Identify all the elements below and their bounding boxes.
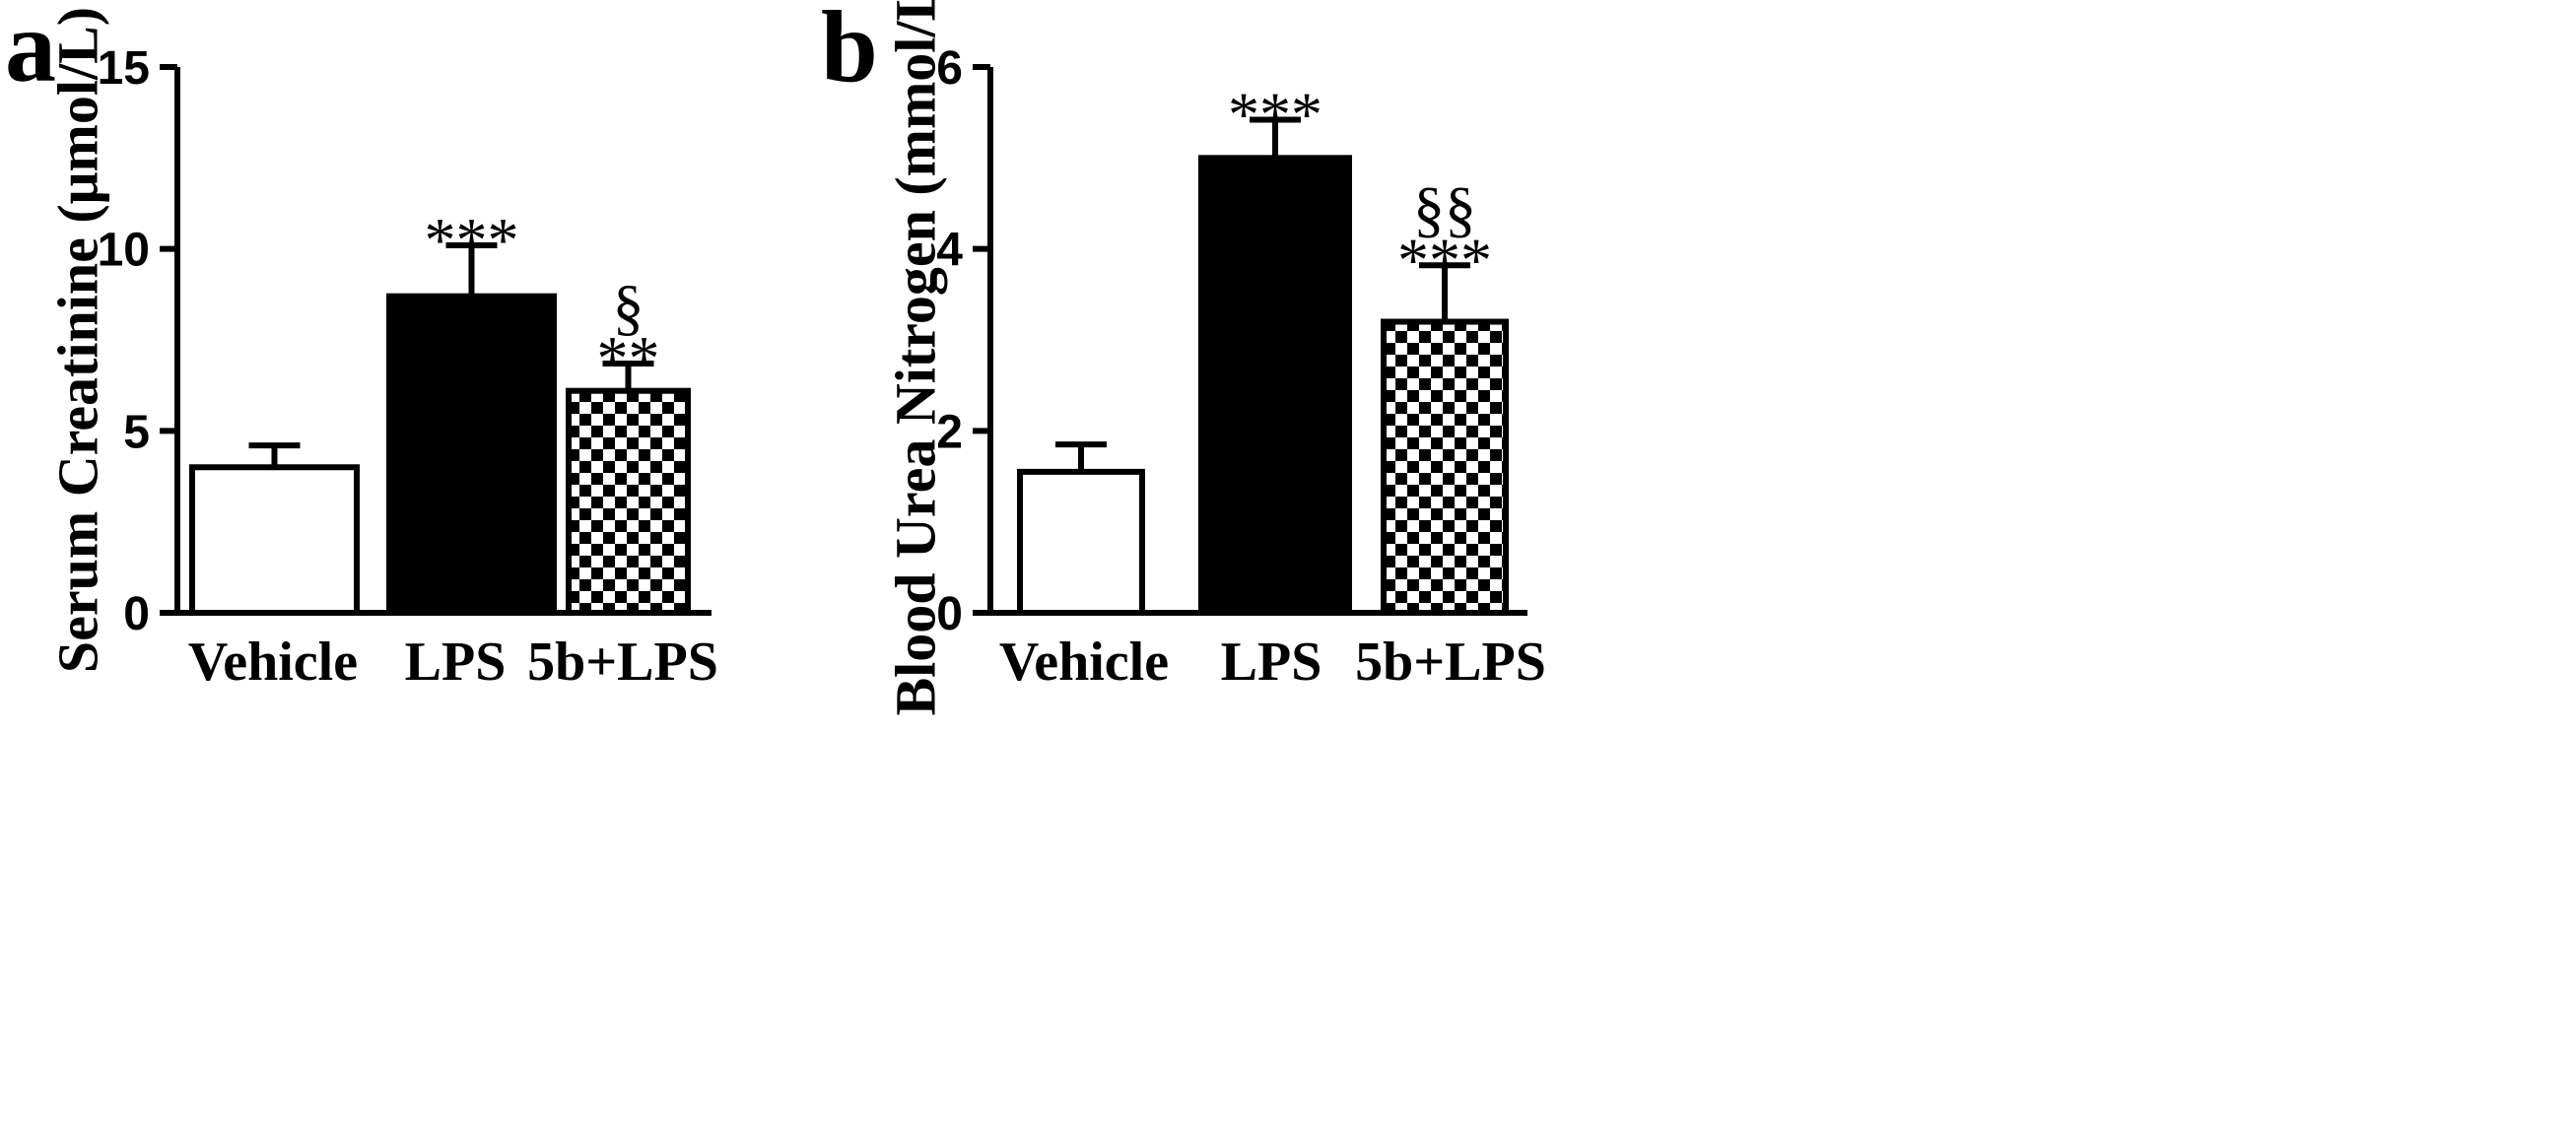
bar: [1198, 155, 1352, 616]
y-tick-label: 15: [98, 42, 150, 95]
x-tick-label: Vehicle: [999, 632, 1169, 693]
significance-marker: ***: [1397, 225, 1492, 295]
y-tick-label: 5: [123, 406, 150, 458]
significance-marker: §: [613, 272, 644, 342]
panel-letter: b: [821, 0, 878, 103]
y-axis-label: Blood Urea Nitrogen (mmol/L): [883, 0, 947, 716]
x-tick-label: LPS: [405, 632, 507, 693]
y-tick-label: 0: [936, 588, 963, 640]
y-tick-label: 0: [123, 588, 150, 640]
bar: [1017, 468, 1145, 616]
x-tick-label: 5b+LPS: [1355, 632, 1546, 693]
x-tick-label: Vehicle: [188, 632, 358, 693]
y-tick-label: 10: [98, 225, 150, 277]
y-tick-label: 6: [936, 42, 963, 95]
y-tick-label: 2: [936, 406, 963, 458]
panel-letter: a: [5, 0, 56, 103]
x-tick-label: LPS: [1221, 632, 1322, 693]
bar: [386, 293, 557, 616]
bar: [189, 464, 360, 616]
significance-marker: §§: [1413, 173, 1476, 243]
significance-marker: ***: [425, 205, 519, 275]
panel-b: b Blood Urea Nitrogen (mmol/L) ******§§024…: [821, 0, 1546, 716]
y-tick-label: 4: [936, 225, 963, 277]
significance-marker: ***: [1228, 80, 1322, 150]
bar: [566, 387, 691, 616]
significance-marker: **: [597, 323, 660, 393]
x-tick-label: 5b+LPS: [527, 632, 718, 693]
bar: [1381, 318, 1509, 616]
y-axis-label: Serum Creatinine (μmol/L): [45, 7, 109, 673]
